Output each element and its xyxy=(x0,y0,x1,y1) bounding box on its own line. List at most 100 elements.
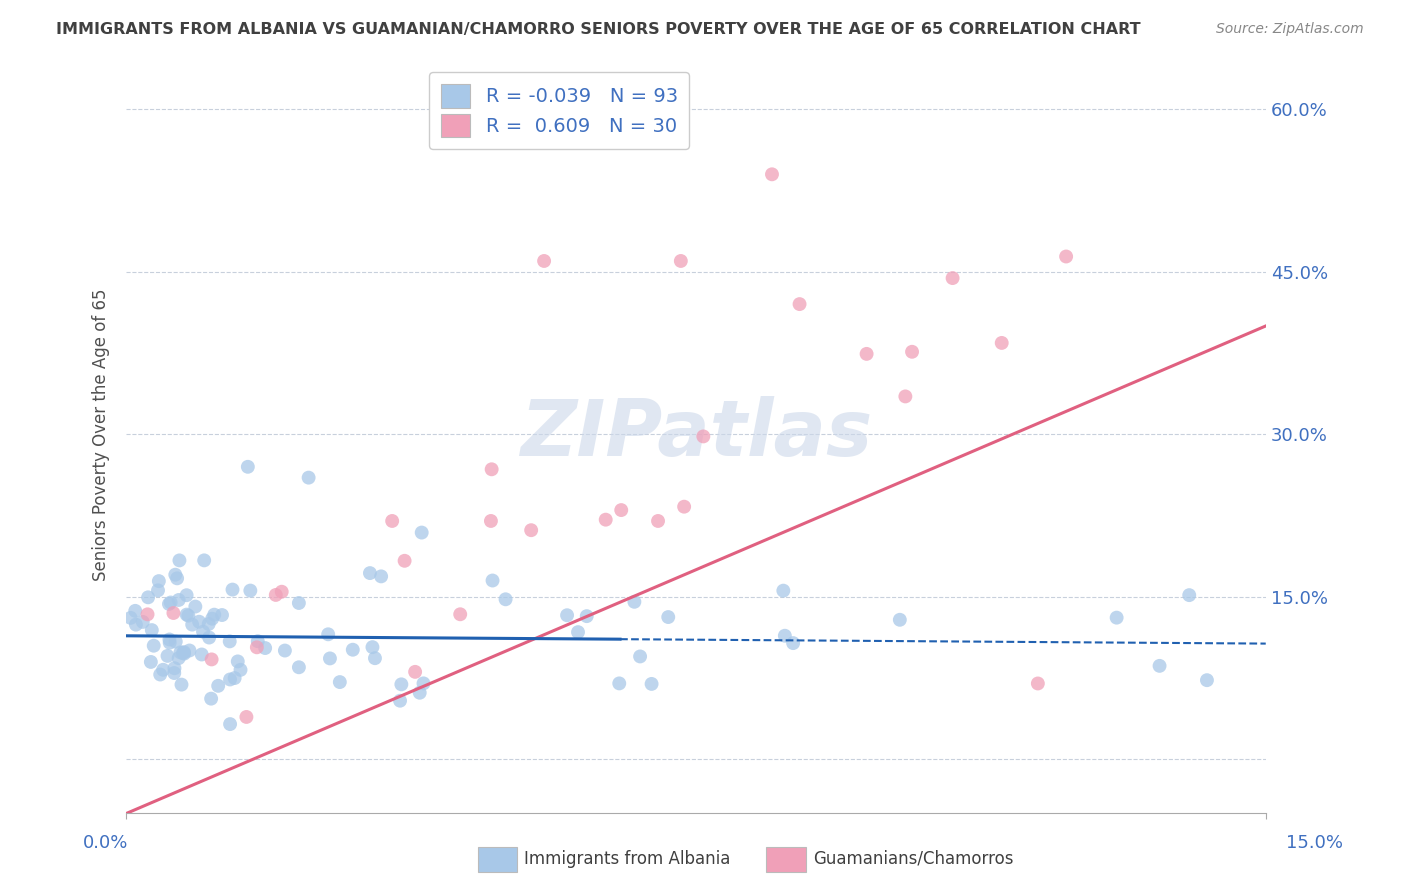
Point xyxy=(288,660,311,674)
Point xyxy=(136,607,159,622)
Point xyxy=(901,344,924,359)
Point xyxy=(412,676,434,690)
Point xyxy=(389,694,412,708)
Point xyxy=(789,297,811,311)
Point xyxy=(224,671,246,685)
Point xyxy=(479,514,502,528)
Text: Immigrants from Albania: Immigrants from Albania xyxy=(524,850,731,868)
Point xyxy=(495,592,517,607)
Point xyxy=(669,254,692,268)
Point xyxy=(207,679,229,693)
Point xyxy=(361,640,384,654)
Point xyxy=(188,615,211,629)
Point xyxy=(159,632,181,647)
Point xyxy=(319,651,342,665)
Point xyxy=(202,607,225,622)
Point xyxy=(125,617,148,632)
Point xyxy=(191,624,214,639)
Point xyxy=(159,635,181,649)
Point xyxy=(364,651,387,665)
Point xyxy=(411,525,433,540)
Point xyxy=(404,665,426,679)
Point xyxy=(163,661,186,675)
Point xyxy=(219,673,242,687)
Y-axis label: Seniors Poverty Over the Age of 65: Seniors Poverty Over the Age of 65 xyxy=(93,288,110,581)
Point xyxy=(149,667,172,681)
Text: 15.0%: 15.0% xyxy=(1286,834,1343,852)
Point xyxy=(124,604,146,618)
Point xyxy=(370,569,392,583)
Point xyxy=(254,641,277,656)
Point xyxy=(141,623,163,637)
Point xyxy=(449,607,471,622)
Point xyxy=(773,629,796,643)
Point xyxy=(165,634,187,648)
Point xyxy=(855,347,877,361)
Point xyxy=(555,608,578,623)
Point xyxy=(176,607,198,622)
Point xyxy=(692,429,714,443)
Point xyxy=(1026,676,1049,690)
Point xyxy=(761,167,783,181)
Point xyxy=(894,389,917,403)
Point xyxy=(177,608,200,623)
Point xyxy=(142,639,165,653)
Point xyxy=(297,470,319,484)
Point xyxy=(1195,673,1218,688)
Point xyxy=(132,615,155,629)
Point xyxy=(623,595,645,609)
Point xyxy=(270,584,292,599)
Point xyxy=(246,634,269,648)
Point xyxy=(120,611,142,625)
Point xyxy=(157,597,180,611)
Point xyxy=(329,675,352,690)
Point xyxy=(640,677,662,691)
Point xyxy=(156,648,179,663)
Text: 0.0%: 0.0% xyxy=(83,834,128,852)
Point xyxy=(181,617,204,632)
Point xyxy=(1178,588,1201,602)
Text: ZIPatlas: ZIPatlas xyxy=(520,396,872,472)
Point xyxy=(179,643,201,657)
Point xyxy=(201,652,224,666)
Point xyxy=(152,663,174,677)
Point xyxy=(170,677,193,691)
Point xyxy=(394,554,416,568)
Point xyxy=(1105,610,1128,624)
Point xyxy=(607,676,630,690)
Point xyxy=(647,514,669,528)
Point xyxy=(236,459,259,474)
Point xyxy=(575,609,598,624)
Point xyxy=(163,666,186,681)
Point xyxy=(381,514,404,528)
Point xyxy=(1054,250,1077,264)
Text: Source: ZipAtlas.com: Source: ZipAtlas.com xyxy=(1216,22,1364,37)
Point xyxy=(481,574,503,588)
Point xyxy=(193,553,215,567)
Point xyxy=(1149,658,1171,673)
Point xyxy=(226,654,249,668)
Point xyxy=(221,582,243,597)
Text: Guamanians/Chamorros: Guamanians/Chamorros xyxy=(813,850,1014,868)
Point xyxy=(288,596,311,610)
Point xyxy=(184,599,207,614)
Point xyxy=(274,643,297,657)
Point xyxy=(229,663,252,677)
Point xyxy=(166,571,188,585)
Point xyxy=(218,634,240,648)
Point xyxy=(595,513,617,527)
Point xyxy=(657,610,679,624)
Point xyxy=(481,462,503,476)
Point xyxy=(389,677,412,691)
Point xyxy=(520,523,543,537)
Point xyxy=(173,645,195,659)
Point xyxy=(246,640,269,655)
Point xyxy=(139,655,162,669)
Point xyxy=(359,566,381,580)
Point xyxy=(628,649,651,664)
Point xyxy=(316,627,339,641)
Point xyxy=(190,648,212,662)
Point xyxy=(990,335,1012,350)
Point xyxy=(176,588,198,602)
Point xyxy=(673,500,696,514)
